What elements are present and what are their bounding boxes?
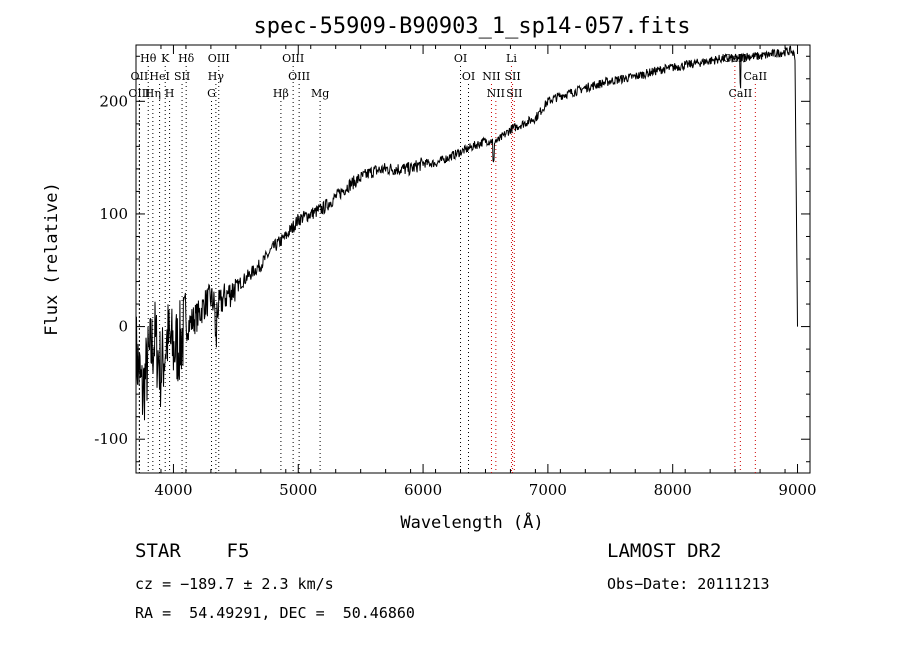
spectral-line-label: G: [207, 87, 216, 100]
spectral-line-label: OIII: [208, 52, 230, 65]
x-tick-label: 8000: [654, 481, 692, 499]
spectral-line-label: Hθ: [140, 52, 157, 65]
spectral-line-label: OI: [454, 52, 467, 65]
spectrum-line: [135, 45, 798, 421]
spectral-line-label: NII: [487, 87, 505, 100]
x-tick-label: 5000: [279, 481, 317, 499]
x-tick-label: 7000: [529, 481, 567, 499]
survey-label: LAMOST DR2: [607, 540, 722, 562]
spectral-line-label: CaII: [729, 87, 753, 100]
spectral-line-label: OIII: [288, 70, 310, 83]
y-tick-label: 200: [99, 92, 128, 110]
axis-ticks-layer: 4000 5000 6000 7000 8000 9000 -100 0 100 200: [94, 45, 817, 499]
plot-frame: [135, 44, 811, 474]
spectral-line-label: OII: [131, 70, 149, 83]
spectral-line-label: Hη: [145, 87, 161, 100]
observation-date: Obs−Date: 20111213: [607, 575, 770, 593]
spectral-line-label: Hγ: [208, 70, 225, 83]
spectral-line-label: HeI: [149, 70, 169, 83]
coordinates: RA = 54.49291, DEC = 50.46860: [135, 604, 415, 622]
spectral-line-label: SII: [504, 70, 520, 83]
y-tick-label: -100: [94, 430, 128, 448]
x-tick-label: 4000: [154, 481, 192, 499]
spectral-line-label: NII: [482, 70, 500, 83]
spectral-line-label: SII: [506, 87, 522, 100]
x-axis-label: Wavelength (Å): [400, 511, 543, 533]
spectral-line-label: Hβ: [273, 87, 289, 100]
y-tick-label: 100: [99, 205, 128, 223]
y-tick-label: 0: [118, 318, 128, 336]
redshift-velocity: cz = −189.7 ± 2.3 km/s: [135, 575, 334, 593]
spectral-line-label: Hδ: [178, 52, 195, 65]
x-tick-label: 9000: [778, 481, 816, 499]
spectral-line-label: OIII: [128, 87, 150, 100]
spectral-line-label: Li: [506, 52, 517, 65]
object-class: STAR F5: [135, 540, 250, 562]
spectral-line-label: OI: [462, 70, 475, 83]
spectral-line-label: K: [161, 52, 170, 65]
spectral-line-label: SII: [174, 70, 190, 83]
x-tick-label: 6000: [404, 481, 442, 499]
spectral-line-label: CaII: [743, 70, 767, 83]
spectral-line-label: H: [165, 87, 175, 100]
y-axis-label: Flux (relative): [42, 182, 62, 336]
spectral-line-label: Mg: [311, 87, 329, 100]
spectral-lines-layer: Hθ K Hδ OIII OIII OI Li CaII OII HeI SII Hγ OIII OI NI…: [128, 52, 767, 473]
chart-title: spec-55909-B90903_1_sp14-057.fits: [253, 14, 690, 39]
spectral-line-label: OIII: [282, 52, 304, 65]
